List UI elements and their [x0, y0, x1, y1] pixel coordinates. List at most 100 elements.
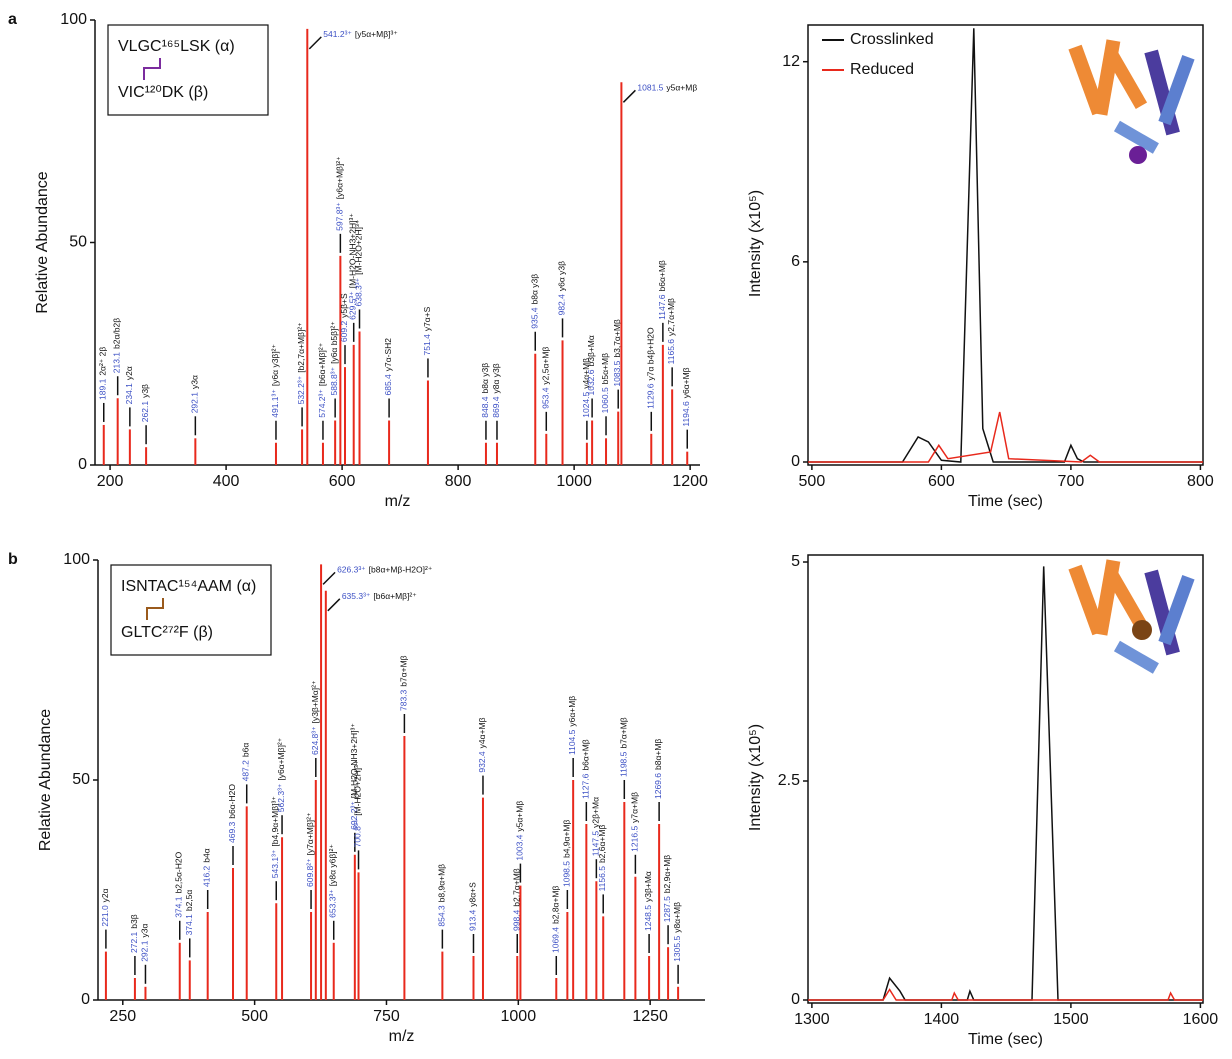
- mz-label: 854.3: [437, 905, 447, 927]
- mz-label: 913.4: [468, 909, 478, 931]
- peak-annotation: 1083.5 b3,7α+Mβ: [612, 319, 622, 387]
- peak-annotation: 685.4 y7α-SH2: [383, 338, 393, 396]
- ion-label: b2,7α+Mβ: [512, 868, 522, 907]
- y-axis-title: Relative Abundance: [34, 171, 51, 313]
- y-tick-label: 6: [791, 253, 800, 270]
- ion-label: [y8α y6β]²⁺: [328, 844, 338, 887]
- peak-annotation: 487.2 b6α: [241, 743, 251, 782]
- mz-label: 292.1: [140, 940, 150, 962]
- ion-label: [y6α y3β]²⁺: [270, 343, 280, 386]
- peak-annotation: 935.4 b8α y3β: [530, 274, 540, 329]
- x-tick-label: 750: [373, 1008, 400, 1025]
- peak-annotation: 913.4 y8α+S: [468, 882, 478, 931]
- mz-label: 597.8³⁺: [335, 202, 345, 231]
- peak-annotation: 609.8²⁺ [y7α+Mβ]²⁺: [305, 812, 315, 887]
- mz-label: 1287.5: [662, 896, 672, 922]
- mz-label: 469.3: [227, 821, 237, 843]
- mz-label: 1165.6: [666, 339, 676, 365]
- legend-label: Reduced: [850, 61, 914, 78]
- peak-annotation: 1147.5 y2β+Mα: [591, 797, 601, 856]
- ion-label: [b4,9α+Mβ]³⁺: [271, 796, 281, 847]
- ion-label: b2,5α-H2O: [174, 851, 184, 893]
- x-tick-label: 500: [799, 473, 826, 490]
- peak-annotation: 597.8³⁺ [y6α+Mβ]²⁺: [335, 156, 345, 231]
- ion-label: [M-H2O+2H]³⁺: [353, 760, 363, 816]
- ion-label: b2,8α+Mβ: [551, 885, 561, 924]
- peak-annotation: 638.3³⁺ [M-H2O+2H]³⁺: [354, 219, 364, 306]
- peak-annotation: 1104.5 y6α+Mβ: [567, 696, 577, 755]
- mz-label: 1003.4: [515, 834, 525, 860]
- ion-label: y7α+Mβ: [630, 792, 640, 823]
- ion-label: [y3β+Mα]²⁺: [310, 680, 320, 723]
- mz-label: 783.3: [399, 689, 409, 711]
- mz-label: 541.2³⁺: [323, 29, 352, 39]
- y-tick-label: 0: [81, 991, 90, 1008]
- peak-annotation: 189.1 2α²⁺ 2β: [98, 347, 108, 400]
- mz-label: 543.1³⁺: [271, 849, 281, 878]
- peak-annotation: 1165.6 y2,7α+Mβ: [666, 298, 676, 364]
- mz-label: 374.1: [174, 896, 184, 918]
- ion-label: b8,9α+Mβ: [437, 864, 447, 903]
- mz-label: 700.8³⁺: [353, 818, 363, 847]
- mz-label: 213.1: [112, 352, 122, 374]
- plot-frame: [807, 554, 1204, 1004]
- x-tick-label: 1000: [556, 473, 592, 490]
- mz-label: 1198.5: [619, 751, 629, 777]
- peak-annotation: 609.2 y5β+S: [339, 293, 349, 342]
- ion-label: y7α+S: [422, 306, 432, 331]
- peak-annotation: 869.4 y8α y3β: [491, 363, 501, 418]
- mz-label: 635.3³⁺: [342, 591, 371, 601]
- peptide-label: VLGC¹⁶⁵LSK (α): [118, 38, 235, 55]
- plot-frame: [807, 24, 1204, 466]
- mz-label: 1024.5: [581, 391, 591, 417]
- mz-label: 532.2³⁺: [296, 375, 306, 404]
- peak-annotation: 292.1 y3α: [140, 924, 150, 962]
- mz-label: 272.1: [129, 931, 139, 953]
- ion-label: y2α: [100, 888, 110, 902]
- peak-annotation: 1069.4 b2,8α+Mβ: [551, 885, 561, 953]
- ion-label: [b8α+Mβ-H2O]²⁺: [369, 565, 433, 575]
- mz-label: 1127.6: [581, 773, 591, 799]
- mz-label: 574.2³⁺: [317, 389, 327, 418]
- mz-label: 869.4: [491, 396, 501, 418]
- x-tick-label: 1300: [794, 1011, 830, 1028]
- panel-label: b: [8, 551, 18, 568]
- peak-annotation: 1198.5 b7α+Mβ: [619, 717, 629, 777]
- mz-label: 1269.6: [653, 773, 663, 799]
- ion-label: b2α/b2β: [112, 318, 122, 349]
- mz-label: 624.8³⁺: [310, 726, 320, 755]
- y-axis-title: Intensity (x10⁵): [747, 724, 764, 831]
- mz-label: 692.2³⁺: [349, 801, 359, 830]
- mz-label: 1194.6: [681, 401, 691, 427]
- mz-label: 685.4: [383, 374, 393, 396]
- mz-label: 1060.5: [600, 387, 610, 413]
- mz-label: 234.1: [124, 383, 134, 405]
- annotation-leader: [327, 598, 341, 612]
- x-tick-label: 600: [928, 473, 955, 490]
- peptide-box: [107, 24, 269, 116]
- ion-label: y4α+Mβ: [477, 717, 487, 748]
- peak-annotation: 374.1 b2,5α-H2O: [174, 851, 184, 917]
- ion-label: b6α+Mβ: [581, 739, 591, 770]
- peak-annotation: 1081.5 y5α+Mβ: [637, 83, 697, 93]
- peptide-box: [110, 564, 272, 656]
- ion-label: y2β+Mα: [591, 797, 601, 828]
- peak-annotation: 700.8³⁺ [M-H2O+2H]³⁺: [353, 760, 363, 847]
- x-axis-title: Time (sec): [968, 1031, 1043, 1048]
- ion-label: b7α+Mβ: [399, 655, 409, 686]
- mz-label: 848.4: [480, 396, 490, 418]
- peak-annotation: 541.2³⁺ [y5α+Mβ]³⁺: [323, 29, 398, 39]
- mz-label: 1216.5: [630, 826, 640, 852]
- mz-label: 629.5³⁺: [348, 291, 358, 320]
- series-line: [808, 28, 1203, 463]
- series-line: [808, 566, 1203, 1001]
- ion-label: [b2,7α+Mβ]²⁺: [296, 322, 306, 373]
- mz-label: 953.4: [541, 387, 551, 409]
- x-tick-label: 1500: [1053, 1011, 1089, 1028]
- x-tick-label: 800: [1187, 473, 1214, 490]
- mz-label: 626.3³⁺: [337, 565, 366, 575]
- ion-label: y3α: [190, 375, 200, 389]
- peak-annotation: 469.3 b6α-H2O: [227, 784, 237, 843]
